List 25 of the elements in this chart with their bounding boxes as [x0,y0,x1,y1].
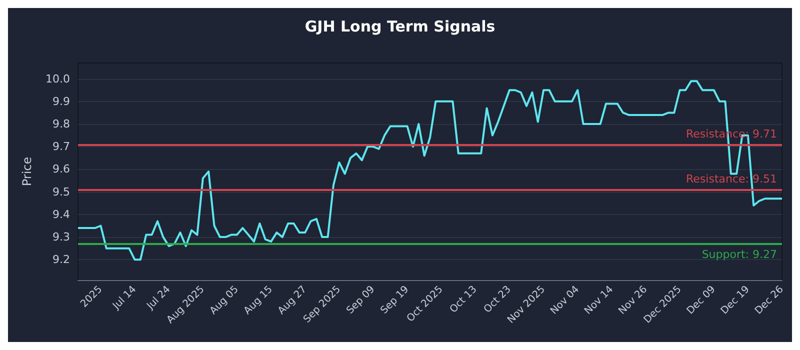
x-tick-label: Aug 05 [208,284,241,317]
x-tick-label: Dec 09 [685,284,718,317]
y-tick-label: 9.5 [52,185,70,198]
x-tick-label: Nov 04 [548,284,582,317]
y-tick-label: 10.0 [46,72,70,86]
ref-line-label: Resistance: 9.51 [686,172,777,186]
y-tick-label: 9.7 [52,140,70,154]
x-tick-label: Jul 24 [144,284,173,312]
y-tick-label: 9.9 [52,94,70,108]
ref-line-label: Support: 9.27 [702,248,777,261]
x-tick-label: Jul 14 [110,284,139,312]
x-tick-label: Oct 23 [482,284,514,316]
y-tick-label: 9.8 [52,118,70,131]
x-tick-label: Nov 14 [582,284,616,317]
chart-title: GJH Long Term Signals [304,18,496,36]
line-series [77,80,783,261]
x-tick-label: Dec 26 [753,284,786,317]
y-tick-label: 9.3 [52,230,70,244]
y-axis-title: Price [20,156,34,186]
x-tick-label: Sep 09 [344,284,378,316]
y-tick-label: 9.6 [52,162,70,176]
x-tick-label: Oct 13 [448,284,480,316]
x-tick-label: Dec 19 [719,284,752,317]
y-tick-label: 9.2 [52,253,70,266]
y-tick-label: 9.4 [52,208,70,221]
